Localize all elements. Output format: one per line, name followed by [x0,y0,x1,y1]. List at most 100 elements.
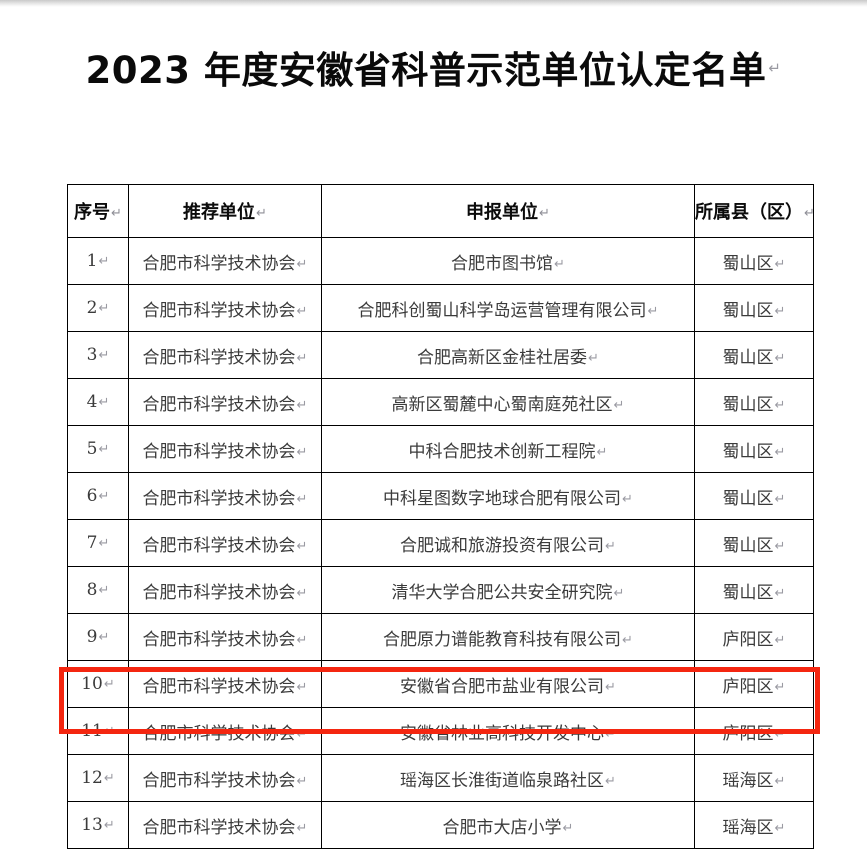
cell-recommending-unit: 合肥市科学技术协会↵ [128,613,322,661]
cell-district-value: 蜀山区 [722,441,774,462]
paragraph-mark-icon: ↵ [296,773,308,789]
cell-no-value: 2 [86,298,98,318]
cell-district-value: 蜀山区 [722,535,774,556]
paragraph-mark-icon: ↵ [111,206,122,221]
paragraph-mark-icon: ↵ [98,395,110,410]
paragraph-mark-icon: ↵ [774,256,786,272]
paragraph-mark-icon: ↵ [562,820,574,836]
paragraph-mark-icon: ↵ [103,818,115,833]
paragraph-mark-icon: ↵ [103,771,115,786]
cell-no-value: 13 [81,815,103,835]
paragraph-mark-icon: ↵ [588,350,599,366]
cell-recommending-unit: 合肥市科学技术协会↵ [128,707,322,755]
cell-recommending-unit: 合肥市科学技术协会↵ [128,472,322,520]
cell-recommending-unit-value: 合肥市科学技术协会 [142,441,296,462]
paragraph-mark-icon: ↵ [296,397,308,413]
paragraph-mark-icon: ↵ [296,444,308,460]
cell-no-value: 12 [81,768,103,788]
cell-recommending-unit: 合肥市科学技术协会↵ [128,331,322,379]
paragraph-mark-icon: ↵ [256,206,267,221]
paragraph-mark-icon: ↵ [296,679,308,695]
paragraph-mark-icon: ↵ [103,724,115,739]
paragraph-mark-icon: ↵ [647,303,659,319]
cell-no-value: 4 [86,392,98,412]
cell-district: 蜀山区↵ [694,378,814,426]
cell-no: 12↵ [67,754,129,802]
paragraph-mark-icon: ↵ [98,536,110,551]
cell-recommending-unit-value: 合肥市科学技术协会 [142,817,296,838]
cell-no: 13↵ [67,801,129,849]
cell-district: 蜀山区↵ [694,519,814,567]
cell-no-value: 10 [81,674,103,694]
column-header-recommending-unit: 推荐单位↵ [128,184,322,238]
paragraph-mark-icon: ↵ [774,491,786,507]
cell-recommending-unit-value: 合肥市科学技术协会 [142,582,296,603]
cell-applicant-unit-value: 合肥市大店小学 [442,817,562,838]
cell-applicant-unit: 中科星图数字地球合肥有限公司↵ [321,472,695,520]
paragraph-mark-icon: ↵ [774,350,786,366]
paragraph-mark-icon: ↵ [296,632,308,648]
cell-no: 9↵ [67,613,129,661]
cell-applicant-unit-value: 安徽省合肥市盐业有限公司 [400,676,605,697]
paragraph-mark-icon: ↵ [296,350,308,366]
paragraph-mark-icon: ↵ [98,630,110,645]
column-header-district: 所属县（区）↵ [694,184,814,238]
paragraph-mark-icon: ↵ [774,679,786,695]
paragraph-mark-icon: ↵ [98,489,110,504]
cell-recommending-unit: 合肥市科学技术协会↵ [128,754,322,802]
cell-recommending-unit: 合肥市科学技术协会↵ [128,378,322,426]
cell-applicant-unit: 合肥科创蜀山科学岛运营管理有限公司↵ [321,284,695,332]
paragraph-mark-icon: ↵ [98,301,110,316]
cell-recommending-unit-value: 合肥市科学技术协会 [142,488,296,509]
table-body: 1↵ 合肥市科学技术协会↵ 合肥市图书馆↵ 蜀山区↵ 2↵ 合肥市科学技术协会↵… [67,237,814,849]
cell-recommending-unit-value: 合肥市科学技术协会 [142,347,296,368]
cell-no: 11↵ [67,707,129,755]
cell-applicant-unit: 安徽省林业高科技开发中心↵ [321,707,695,755]
paragraph-mark-icon: ↵ [296,256,308,272]
table-row: 13↵ 合肥市科学技术协会↵ 合肥市大店小学↵ 瑶海区↵ [67,801,814,849]
cell-recommending-unit: 合肥市科学技术协会↵ [128,801,322,849]
cell-applicant-unit: 合肥原力谱能教育科技有限公司↵ [321,613,695,661]
cell-no-value: 6 [86,486,98,506]
column-header-no-label: 序号 [74,202,111,223]
paragraph-mark-icon: ↵ [613,397,625,413]
cell-district-value: 瑶海区 [722,770,774,791]
cell-recommending-unit-value: 合肥市科学技术协会 [142,253,296,274]
cell-applicant-unit-value: 清华大学合肥公共安全研究院 [391,582,613,603]
cell-district-value: 庐阳区 [722,676,774,697]
cell-applicant-unit-value: 合肥市图书馆 [451,253,554,274]
cell-applicant-unit: 安徽省合肥市盐业有限公司↵ [321,660,695,708]
paragraph-mark-icon: ↵ [613,585,625,601]
cell-district-value: 蜀山区 [722,347,774,368]
cell-recommending-unit-value: 合肥市科学技术协会 [142,723,296,744]
cell-applicant-unit-value: 合肥诚和旅游投资有限公司 [400,535,605,556]
cell-district: 庐阳区↵ [694,707,814,755]
table-row: 5↵ 合肥市科学技术协会↵ 中科合肥技术创新工程院↵ 蜀山区↵ [67,425,814,473]
paragraph-mark-icon: ↵ [774,444,786,460]
cell-recommending-unit-value: 合肥市科学技术协会 [142,676,296,697]
paragraph-mark-icon: ↵ [596,444,608,460]
cell-recommending-unit: 合肥市科学技术协会↵ [128,237,322,285]
cell-no-value: 11 [81,721,103,741]
paragraph-mark-icon: ↵ [98,583,110,598]
paragraph-mark-icon: ↵ [296,820,308,836]
paragraph-mark-icon: ↵ [804,206,813,221]
cell-district: 蜀山区↵ [694,331,814,379]
cell-no: 7↵ [67,519,129,567]
cell-district-value: 庐阳区 [722,723,774,744]
table-row-highlighted: 10↵ 合肥市科学技术协会↵ 安徽省合肥市盐业有限公司↵ 庐阳区↵ [67,660,814,708]
cell-district-value: 蜀山区 [722,582,774,603]
page-title: 2023 年度安徽省科普示范单位认定名单 ↵ [0,40,867,94]
cell-recommending-unit: 合肥市科学技术协会↵ [128,425,322,473]
paragraph-mark-icon: ↵ [296,538,308,554]
paragraph-mark-icon: ↵ [622,491,633,507]
cell-district: 蜀山区↵ [694,425,814,473]
paragraph-mark-icon: ↵ [98,254,110,269]
column-header-applicant-unit-label: 申报单位 [466,202,539,223]
cell-no: 1↵ [67,237,129,285]
cell-district: 瑶海区↵ [694,754,814,802]
paragraph-mark-icon: ↵ [774,585,786,601]
column-header-applicant-unit: 申报单位↵ [321,184,695,238]
cell-no-value: 5 [86,439,98,459]
cell-no: 3↵ [67,331,129,379]
